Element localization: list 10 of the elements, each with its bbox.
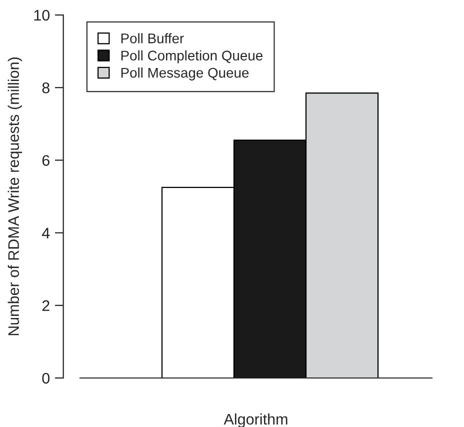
y-tick-label: 10 [34,10,50,21]
legend-label: Poll Message Queue [121,68,249,80]
legend-label: Poll Completion Queue [121,50,262,64]
y-tick-label: 8 [42,82,50,94]
y-tick-label: 6 [42,155,50,166]
y-tick-label: 2 [42,300,50,311]
y-tick-label: 0 [42,372,50,384]
legend-label: Poll Buffer [121,33,184,44]
y-tick-label: 4 [42,228,50,238]
y-axis-title: Number of RDMA Write requests (million) [8,57,22,336]
